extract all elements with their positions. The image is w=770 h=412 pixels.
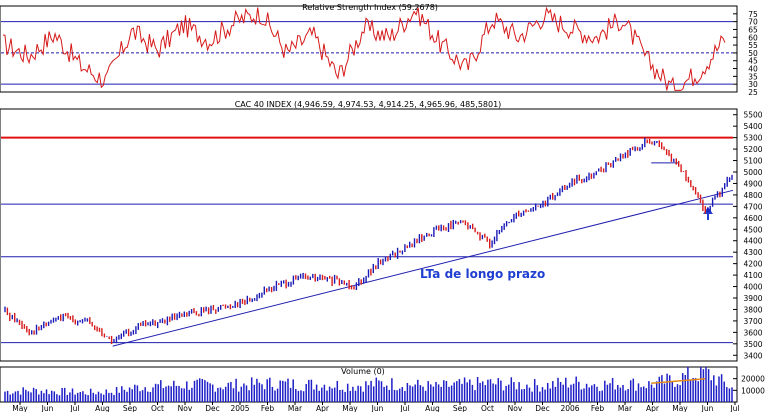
x-tick-label: Apr [646, 404, 660, 412]
rsi-y-tick-label: 55 [748, 41, 758, 50]
rsi-y-tick-label: 30 [748, 80, 758, 89]
x-tick-label: Feb [591, 404, 605, 412]
price-title: CAC 40 INDEX (4,946.59, 4,974.53, 4,914.… [235, 100, 502, 109]
price-y-tick-label: 5200 [743, 145, 762, 154]
trendline-annotation: LTa de longo prazo [420, 267, 545, 281]
rsi-y-tick-label: 35 [748, 72, 758, 81]
volume-average-line [651, 377, 706, 385]
x-tick-label: Mar [618, 404, 633, 412]
price-y-tick-label: 3800 [743, 305, 762, 314]
x-tick-label: Jun [371, 404, 384, 412]
rsi-line [2, 6, 726, 91]
x-tick-label: Nov [508, 404, 523, 412]
price-y-tick-label: 4500 [743, 225, 762, 234]
x-tick-label: Dec [205, 404, 220, 412]
price-y-tick-label: 3700 [743, 317, 762, 326]
price-y-tick-label: 5000 [743, 168, 762, 177]
rsi-y-tick-label: 60 [748, 33, 758, 42]
rsi-y-tick-label: 45 [748, 57, 758, 66]
x-tick-label: 2005 [230, 404, 249, 412]
price-bars [4, 137, 733, 345]
trend-line [112, 189, 734, 347]
price-y-tick-label: 5300 [743, 134, 762, 143]
price-y-tick-label: 3900 [743, 294, 762, 303]
rsi-y-tick-label: 65 [748, 25, 758, 34]
x-tick-label: May [12, 404, 28, 412]
rsi-y-tick-label: 75 [748, 10, 758, 19]
x-tick-label: Feb [261, 404, 275, 412]
x-tick-label: Aug [425, 404, 440, 412]
rsi-y-tick-label: 25 [748, 88, 758, 97]
x-tick-label: Sep [123, 404, 137, 412]
rsi-y-tick-label: 40 [748, 65, 758, 74]
rsi-y-tick-label: 70 [748, 18, 758, 27]
x-tick-label: Mar [288, 404, 303, 412]
rsi-title: Relative Strength Index (59.2678) [302, 3, 438, 12]
price-y-tick-label: 3600 [743, 328, 762, 337]
price-y-tick-label: 4700 [743, 202, 762, 211]
price-y-tick-label: 4100 [743, 271, 762, 280]
price-y-tick-label: 4900 [743, 179, 762, 188]
x-tick-label: Jun [701, 404, 714, 412]
arrow-up-icon [703, 207, 713, 220]
price-y-tick-label: 4800 [743, 191, 762, 200]
x-tick-label: Jun [41, 404, 54, 412]
rsi-series [2, 6, 726, 91]
price-y-tick-label: 4200 [743, 260, 762, 269]
x-tick-label: Nov [178, 404, 193, 412]
price-y-tick-label: 4600 [743, 214, 762, 223]
x-tick-label: Sep [453, 404, 467, 412]
x-tick-label: Apr [316, 404, 330, 412]
rsi-panel [0, 5, 738, 93]
price-y-tick-label: 5100 [743, 157, 762, 166]
price-y-tick-label: 5500 [743, 111, 762, 120]
x-tick-label: Aug [95, 404, 110, 412]
rsi-y-tick-label: 50 [748, 49, 758, 58]
x-tick-label: Jul [729, 404, 739, 412]
x-tick-label: May [342, 404, 358, 412]
volume-bars [4, 367, 733, 402]
x-tick-label: May [672, 404, 688, 412]
x-tick-label: Oct [151, 404, 164, 412]
price-y-tick-label: 3500 [743, 340, 762, 349]
volume-title: Volume (0) [341, 367, 385, 376]
price-y-tick-label: 4000 [743, 283, 762, 292]
price-y-tick-label: 5400 [743, 122, 762, 131]
price-y-tick-label: 4300 [743, 248, 762, 257]
x-tick-label: Dec [535, 404, 550, 412]
x-tick-label: Oct [481, 404, 494, 412]
x-tick-label: 2006 [560, 404, 579, 412]
price-y-tick-label: 3400 [743, 351, 762, 360]
reference-lines [1, 21, 734, 347]
volume-y-tick-label: 20000 [741, 375, 765, 384]
price-y-tick-label: 4400 [743, 237, 762, 246]
x-tick-label: Jul [399, 404, 409, 412]
price-panel [0, 108, 738, 362]
volume-y-tick-label: 10000 [741, 386, 765, 395]
x-tick-label: Jul [69, 404, 79, 412]
